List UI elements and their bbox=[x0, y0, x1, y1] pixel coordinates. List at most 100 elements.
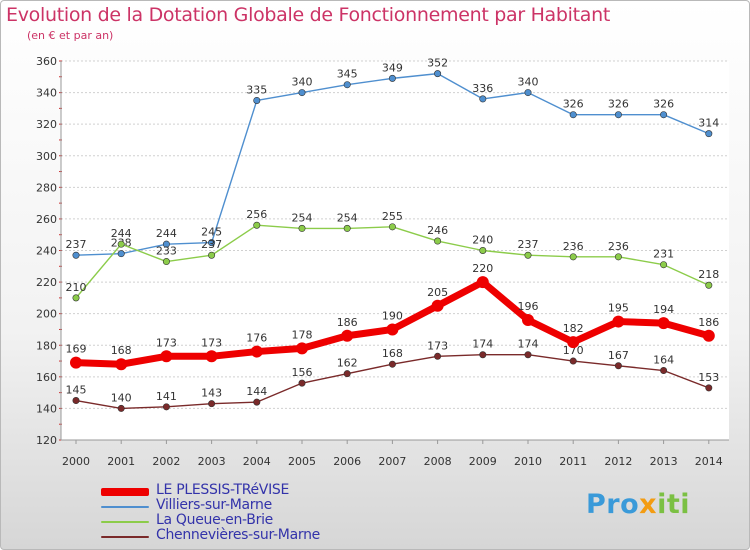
data-label-la-queue-en-brie: 255 bbox=[382, 210, 403, 223]
data-label-le-plessis-tr-vise: 176 bbox=[246, 332, 267, 345]
data-point-villiers-sur-marne bbox=[660, 111, 668, 119]
data-point-la-queue-en-brie bbox=[614, 253, 622, 261]
x-tick-label-2008: 2008 bbox=[424, 455, 452, 468]
data-point-villiers-sur-marne bbox=[162, 240, 170, 248]
data-label-la-queue-en-brie: 256 bbox=[246, 208, 267, 221]
data-label-villiers-sur-marne: 237 bbox=[66, 238, 87, 251]
data-label-la-queue-en-brie: 237 bbox=[518, 238, 539, 251]
data-label-chennevi-res-sur-marne: 173 bbox=[427, 339, 448, 352]
y-tick-label-340: 340 bbox=[36, 87, 57, 100]
data-label-villiers-sur-marne: 349 bbox=[382, 61, 403, 74]
data-label-villiers-sur-marne: 244 bbox=[156, 227, 177, 240]
y-tick-label-260: 260 bbox=[36, 213, 57, 226]
data-label-le-plessis-tr-vise: 168 bbox=[111, 344, 132, 357]
x-tick-label-2002: 2002 bbox=[152, 455, 180, 468]
data-point-le-plessis-tr-vise bbox=[522, 313, 534, 326]
data-point-le-plessis-tr-vise bbox=[431, 299, 444, 312]
data-label-chennevi-res-sur-marne: 170 bbox=[563, 344, 584, 357]
legend-swatch-chennevieres-sur-marne bbox=[101, 536, 149, 538]
x-tick-label-2013: 2013 bbox=[650, 455, 678, 468]
data-point-villiers-sur-marne bbox=[569, 111, 577, 119]
data-point-villiers-sur-marne bbox=[72, 251, 80, 259]
data-point-le-plessis-tr-vise bbox=[702, 329, 715, 342]
y-tick-label-180: 180 bbox=[36, 339, 57, 352]
data-point-chennevi-res-sur-marne bbox=[72, 397, 80, 405]
data-label-la-queue-en-brie: 240 bbox=[472, 234, 493, 247]
data-label-le-plessis-tr-vise: 190 bbox=[382, 309, 403, 322]
data-point-villiers-sur-marne bbox=[614, 111, 622, 119]
x-tick-label-2009: 2009 bbox=[469, 455, 497, 468]
data-point-chennevi-res-sur-marne bbox=[388, 360, 396, 368]
data-point-villiers-sur-marne bbox=[388, 74, 396, 82]
data-point-chennevi-res-sur-marne bbox=[434, 352, 442, 360]
y-tick-label-120: 120 bbox=[36, 434, 57, 447]
data-label-chennevi-res-sur-marne: 153 bbox=[698, 371, 719, 384]
data-label-chennevi-res-sur-marne: 164 bbox=[653, 354, 674, 367]
data-label-chennevi-res-sur-marne: 145 bbox=[66, 384, 87, 397]
y-tick-label-360: 360 bbox=[36, 55, 57, 68]
data-label-la-queue-en-brie: 254 bbox=[292, 211, 313, 224]
data-point-villiers-sur-marne bbox=[705, 130, 713, 138]
data-point-chennevi-res-sur-marne bbox=[162, 403, 170, 411]
data-label-le-plessis-tr-vise: 178 bbox=[292, 328, 313, 341]
data-label-chennevi-res-sur-marne: 143 bbox=[201, 387, 222, 400]
data-point-la-queue-en-brie bbox=[524, 251, 532, 259]
data-point-villiers-sur-marne bbox=[298, 89, 306, 97]
data-label-le-plessis-tr-vise: 186 bbox=[337, 316, 358, 329]
x-tick-label-2005: 2005 bbox=[288, 455, 316, 468]
y-tick-label-300: 300 bbox=[36, 150, 57, 163]
data-point-le-plessis-tr-vise bbox=[160, 350, 173, 363]
data-label-la-queue-en-brie: 236 bbox=[563, 240, 584, 253]
data-label-villiers-sur-marne: 335 bbox=[246, 83, 267, 96]
x-tick-label-2012: 2012 bbox=[604, 455, 632, 468]
x-tick-label-2007: 2007 bbox=[378, 455, 406, 468]
data-point-villiers-sur-marne bbox=[117, 250, 125, 258]
y-tick-label-140: 140 bbox=[36, 402, 57, 415]
data-label-chennevi-res-sur-marne: 167 bbox=[608, 349, 629, 362]
data-label-la-queue-en-brie: 233 bbox=[156, 245, 177, 258]
y-tick-label-160: 160 bbox=[36, 371, 57, 384]
data-label-villiers-sur-marne: 345 bbox=[337, 68, 358, 81]
data-point-chennevi-res-sur-marne bbox=[705, 384, 713, 392]
logo-part-2: x bbox=[639, 489, 658, 520]
data-point-chennevi-res-sur-marne bbox=[569, 357, 577, 365]
data-label-villiers-sur-marne: 352 bbox=[427, 57, 448, 70]
data-point-le-plessis-tr-vise bbox=[612, 315, 625, 328]
x-tick-label-2003: 2003 bbox=[198, 455, 226, 468]
data-label-le-plessis-tr-vise: 196 bbox=[518, 300, 539, 313]
data-point-villiers-sur-marne bbox=[208, 239, 216, 247]
data-label-le-plessis-tr-vise: 169 bbox=[66, 343, 87, 356]
data-label-chennevi-res-sur-marne: 174 bbox=[518, 338, 539, 351]
data-label-la-queue-en-brie: 210 bbox=[66, 281, 87, 294]
x-tick-label-2006: 2006 bbox=[333, 455, 361, 468]
data-point-chennevi-res-sur-marne bbox=[253, 398, 261, 406]
data-point-la-queue-en-brie bbox=[72, 294, 80, 302]
data-label-le-plessis-tr-vise: 205 bbox=[427, 286, 448, 299]
data-point-la-queue-en-brie bbox=[660, 261, 668, 269]
data-point-le-plessis-tr-vise bbox=[250, 345, 263, 358]
chart-title: Evolution de la Dotation Globale de Fonc… bbox=[6, 4, 611, 26]
data-label-chennevi-res-sur-marne: 141 bbox=[156, 390, 177, 403]
data-point-chennevi-res-sur-marne bbox=[298, 379, 306, 387]
y-tick-label-280: 280 bbox=[36, 181, 57, 194]
data-label-villiers-sur-marne: 340 bbox=[292, 76, 313, 89]
data-label-le-plessis-tr-vise: 220 bbox=[472, 262, 493, 275]
logo-part-1: Pro bbox=[586, 489, 640, 520]
data-point-le-plessis-tr-vise bbox=[567, 336, 580, 349]
data-point-le-plessis-tr-vise bbox=[115, 358, 128, 371]
data-label-chennevi-res-sur-marne: 174 bbox=[472, 338, 493, 351]
data-label-le-plessis-tr-vise: 194 bbox=[653, 303, 674, 316]
data-label-villiers-sur-marne: 326 bbox=[608, 98, 629, 111]
data-point-chennevi-res-sur-marne bbox=[479, 351, 487, 359]
data-point-villiers-sur-marne bbox=[343, 81, 351, 89]
legend-label-chennevieres-sur-marne: Chennevières-sur-Marne bbox=[156, 527, 320, 543]
data-point-la-queue-en-brie bbox=[343, 224, 351, 232]
x-tick-label-2010: 2010 bbox=[514, 455, 542, 468]
data-point-chennevi-res-sur-marne bbox=[614, 362, 622, 370]
data-label-villiers-sur-marne: 326 bbox=[563, 98, 584, 111]
data-label-le-plessis-tr-vise: 173 bbox=[156, 336, 177, 349]
data-label-villiers-sur-marne: 336 bbox=[472, 82, 493, 95]
legend-label-villiers-sur-marne: Villiers-sur-Marne bbox=[156, 497, 272, 513]
logo-part-3: iti bbox=[657, 489, 690, 520]
y-tick-label-220: 220 bbox=[36, 276, 57, 289]
